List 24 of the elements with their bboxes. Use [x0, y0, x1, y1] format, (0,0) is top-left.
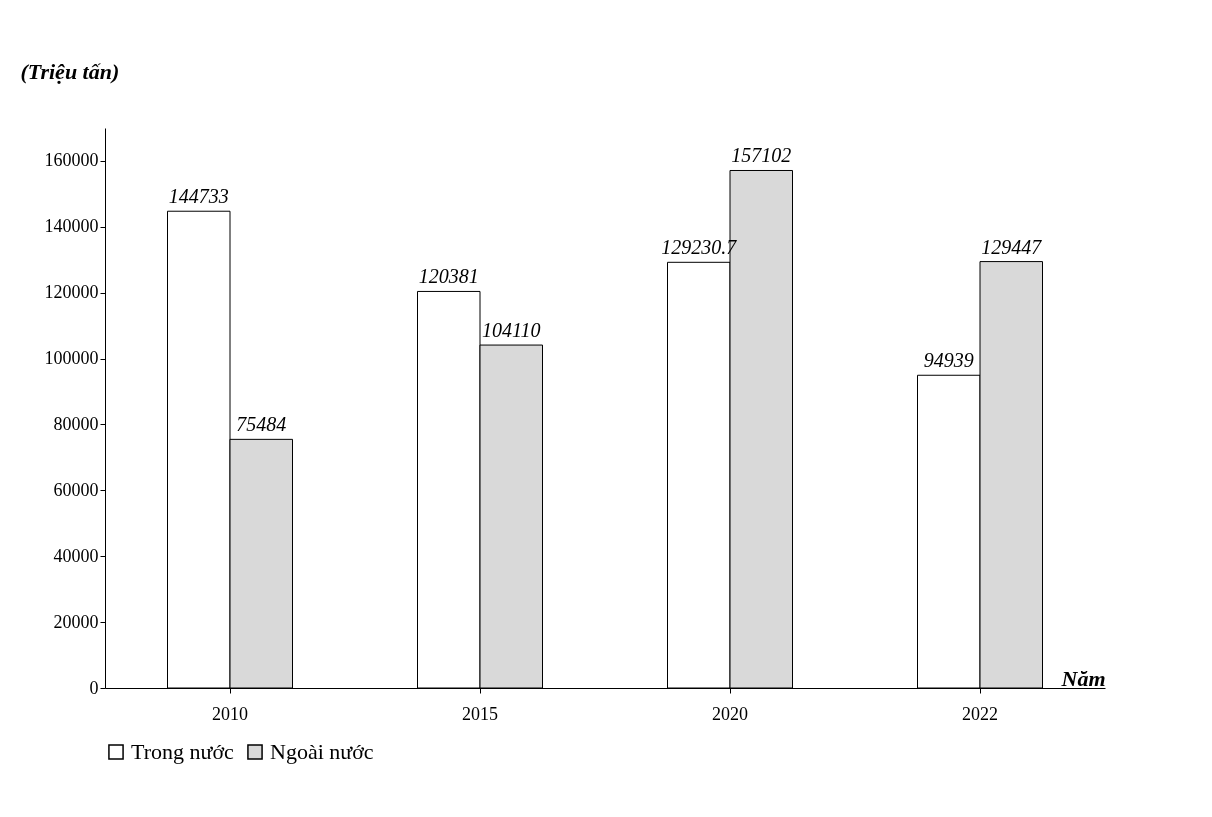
y-tick-label: 60000: [53, 479, 99, 500]
y-tick-label: 0: [89, 677, 99, 698]
y-tick-label: 40000: [53, 545, 99, 566]
y-tick-label: 160000: [44, 150, 99, 171]
x-tick-label: 2015: [462, 703, 498, 724]
x-tick-label: 2010: [212, 703, 248, 724]
y-axis-title: (Triệu tấn): [20, 58, 120, 84]
x-tick-label: 2022: [962, 703, 998, 724]
data-label: 75484: [236, 413, 287, 436]
data-label: 129447: [981, 235, 1043, 258]
y-tick-label: 140000: [44, 216, 99, 237]
y-tick-label: 120000: [44, 282, 99, 303]
x-axis-title: Năm: [1060, 665, 1106, 691]
y-tick-label: 20000: [53, 611, 99, 632]
data-label: 104110: [481, 319, 541, 342]
data-label: 144733: [168, 185, 229, 208]
data-label: 157102: [731, 144, 792, 167]
y-tick-label: 80000: [53, 413, 99, 434]
legend-label: Trong nước: [131, 739, 235, 764]
legend-label: Ngoài nước: [270, 739, 374, 764]
data-label: 94939: [923, 349, 974, 372]
data-label: 120381: [418, 265, 479, 288]
y-tick-label: 100000: [44, 348, 99, 369]
x-tick-label: 2020: [712, 703, 748, 724]
